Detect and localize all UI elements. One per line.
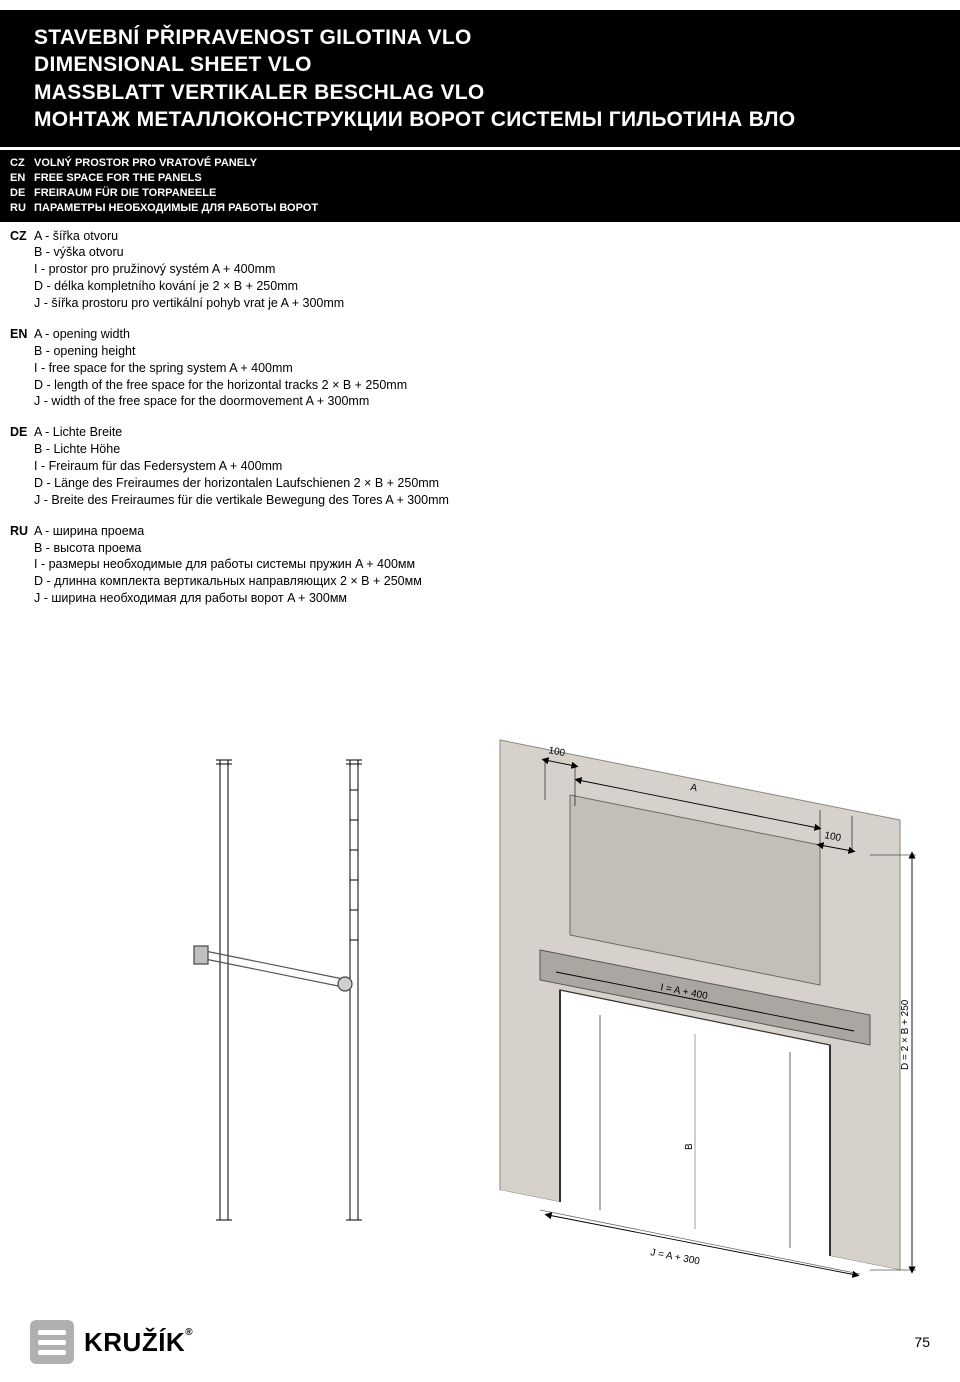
subheader-lang-cz: CZ <box>10 156 34 171</box>
def-ru-j: J - ширина необходимая для работы ворот … <box>34 590 422 607</box>
def-en-d: D - length of the free space for the hor… <box>34 377 407 394</box>
subheader-lang-de: DE <box>10 186 34 201</box>
subheader-lang-en: EN <box>10 171 34 186</box>
def-cz-i: I - prostor pro pružinový systém A + 400… <box>34 261 344 278</box>
def-de-j: J - Breite des Freiraumes für die vertik… <box>34 492 449 509</box>
defs-de: DE A - Lichte Breite B - Lichte Höhe I -… <box>10 424 960 508</box>
defs-ru: RU A - ширина проема B - высота проема I… <box>10 523 960 607</box>
def-en-b: B - opening height <box>34 343 407 360</box>
label-B: B <box>684 1143 695 1150</box>
subheader-text-en: FREE SPACE FOR THE PANELS <box>34 171 202 186</box>
def-de-d: D - Länge des Freiraumes der horizontale… <box>34 475 449 492</box>
defs-lang-en: EN <box>10 326 34 410</box>
title-line-en: DIMENSIONAL SHEET VLO <box>34 51 960 78</box>
title-line-ru: МОНТАЖ МЕТАЛЛОКОНСТРУКЦИИ ВОРОТ СИСТЕМЫ … <box>34 106 960 133</box>
def-ru-a: A - ширина проема <box>34 523 422 540</box>
subheader-text-de: FREIRAUM FÜR DIE TORPANEELE <box>34 186 216 201</box>
defs-en: EN A - opening width B - opening height … <box>10 326 960 410</box>
defs-cz: CZ A - šířka otvoru B - výška otvoru I -… <box>10 228 960 312</box>
def-de-a: A - Lichte Breite <box>34 424 449 441</box>
isometric-view: A 100 100 I = A + 400 D = 2 × B + 250 B … <box>420 740 916 1300</box>
def-cz-j: J - šířka prostoru pro vertikální pohyb … <box>34 295 344 312</box>
defs-lang-de: DE <box>10 424 34 508</box>
def-ru-i: I - размеры необходимые для работы систе… <box>34 556 422 573</box>
title-line-cz: STAVEBNÍ PŘIPRAVENOST GILOTINA VLO <box>34 24 960 51</box>
subheader-text-ru: ПАРАМЕТРЫ НЕОБХОДИМЫЕ ДЛЯ РАБОТЫ ВОРОТ <box>34 201 318 216</box>
brand-name: KRUŽÍK® <box>84 1327 193 1358</box>
label-D: D = 2 × B + 250 <box>900 999 911 1070</box>
defs-lang-ru: RU <box>10 523 34 607</box>
diagram: A 100 100 I = A + 400 D = 2 × B + 250 B … <box>0 650 960 1300</box>
def-de-b: B - Lichte Höhe <box>34 441 449 458</box>
diagram-svg: A 100 100 I = A + 400 D = 2 × B + 250 B … <box>0 650 960 1300</box>
def-de-i: I - Freiraum für das Federsystem A + 400… <box>34 458 449 475</box>
def-cz-a: A - šířka otvoru <box>34 228 344 245</box>
brand-logo: KRUŽÍK® <box>30 1320 193 1364</box>
def-ru-d: D - длинна комплекта вертикальных направ… <box>34 573 422 590</box>
def-cz-b: B - výška otvoru <box>34 244 344 261</box>
page-number: 75 <box>914 1334 930 1350</box>
def-en-a: A - opening width <box>34 326 407 343</box>
subheader-text-cz: VOLNÝ PROSTOR PRO VRATOVÉ PANELY <box>34 156 257 171</box>
def-cz-d: D - délka kompletního kování je 2 × B + … <box>34 278 344 295</box>
definitions: CZ A - šířka otvoru B - výška otvoru I -… <box>0 222 960 608</box>
defs-lang-cz: CZ <box>10 228 34 312</box>
subheader-lang-ru: RU <box>10 201 34 216</box>
def-en-i: I - free space for the spring system A +… <box>34 360 407 377</box>
logo-mark-icon <box>30 1320 74 1364</box>
def-ru-b: B - высота проема <box>34 540 422 557</box>
side-elevation <box>194 760 362 1220</box>
page-header: STAVEBNÍ PŘIPRAVENOST GILOTINA VLO DIMEN… <box>0 10 960 147</box>
def-en-j: J - width of the free space for the door… <box>34 393 407 410</box>
title-line-de: MASSBLATT VERTIKALER BESCHLAG VLO <box>34 79 960 106</box>
subheader: CZVOLNÝ PROSTOR PRO VRATOVÉ PANELY ENFRE… <box>0 150 960 221</box>
